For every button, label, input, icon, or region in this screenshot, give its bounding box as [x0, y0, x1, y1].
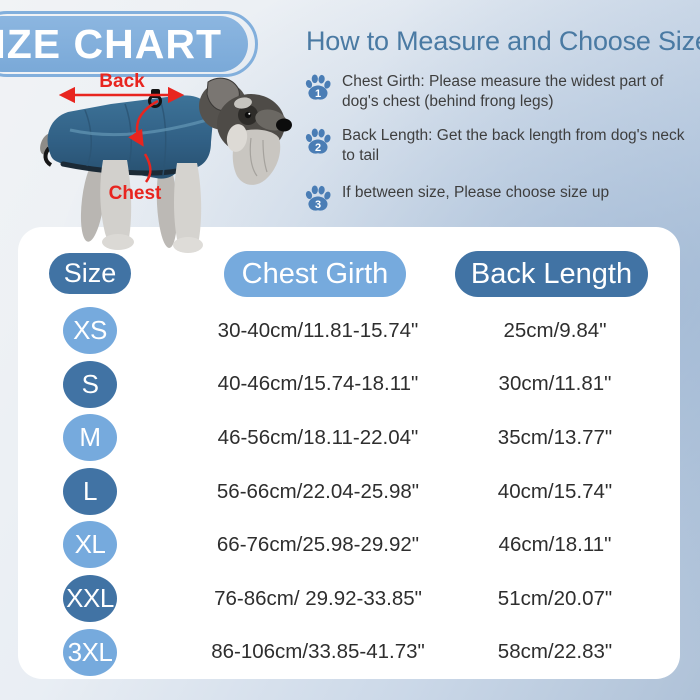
back-length-value: 51cm/20.07"	[497, 586, 613, 610]
dog-nose	[276, 118, 292, 132]
table-row: S 40-46cm/15.74-18.11" 30cm/11.81"	[18, 358, 680, 412]
table-row: 3XL 86-106cm/33.85-41.73" 58cm/22.83"	[18, 626, 680, 680]
dog-far-hind-leg	[80, 158, 106, 242]
dog-far-front-leg	[156, 160, 178, 248]
back-length-value: 58cm/22.83"	[497, 640, 613, 664]
chest-girth-value: 86-106cm/33.85-41.73"	[211, 640, 425, 664]
column-header-chest-girth: Chest Girth	[224, 251, 406, 297]
column-header-back-length: Back Length	[455, 251, 648, 297]
chest-girth-value: 40-46cm/15.74-18.11"	[217, 372, 419, 396]
paw-number-3-label: 3	[315, 199, 321, 211]
back-length-value: 35cm/13.77"	[497, 425, 613, 449]
table-row: XXL 76-86cm/ 29.92-33.85" 51cm/20.07"	[18, 572, 680, 626]
howto-heading: How to Measure and Choose Size	[306, 26, 700, 56]
size-label: XS	[73, 315, 107, 345]
size-label: XL	[74, 529, 106, 560]
column-header-size: Size	[49, 253, 131, 294]
back-length-value: 25cm/9.84"	[503, 318, 607, 342]
dog-hind-leg	[100, 160, 132, 245]
table-row: XS 30-40cm/11.81-15.74" 25cm/9.84"	[18, 304, 680, 358]
dog-front-paw	[173, 237, 203, 253]
howto-item-text: If between size, Please choose size up	[342, 184, 610, 201]
dog-hind-paw	[102, 234, 134, 250]
chest-measure-label: Chest	[109, 183, 162, 204]
paw-number-1-label: 1	[315, 88, 321, 100]
chest-girth-value: 30-40cm/11.81-15.74"	[217, 318, 419, 342]
size-badge: 3XL	[63, 628, 117, 676]
size-badge: XXL	[63, 574, 117, 622]
size-table-body: XS 30-40cm/11.81-15.74" 25cm/9.84" S 40-…	[18, 304, 680, 679]
chest-girth-value: 76-86cm/ 29.92-33.85"	[214, 586, 422, 610]
title-banner-ring	[0, 11, 258, 77]
howto-item-between-sizes: 3 If between size, Please choose size up	[304, 183, 696, 212]
size-label: S	[81, 368, 99, 399]
paw-number-3-icon: 3	[304, 184, 332, 212]
back-length-value: 40cm/15.74"	[497, 479, 613, 503]
table-row: L 56-66cm/22.04-25.98" 40cm/15.74"	[18, 465, 680, 519]
size-badge: XL	[63, 521, 117, 569]
paw-number-2-icon: 2	[304, 127, 332, 155]
dog-eyebrow	[234, 97, 252, 109]
page-title: SIZE CHART	[0, 16, 248, 72]
howto-item-text: Back Length: Get the back length from do…	[342, 127, 685, 165]
dog-front-leg	[174, 163, 202, 246]
table-row: XL 66-76cm/25.98-29.92" 46cm/18.11"	[18, 518, 680, 572]
chest-girth-value: 56-66cm/22.04-25.98"	[216, 479, 420, 503]
size-table-card: Size Chest Girth Back Length XS 30-40cm/…	[18, 227, 680, 679]
chest-girth-value: 66-76cm/25.98-29.92"	[216, 533, 420, 557]
size-label: L	[83, 475, 97, 506]
howto-item-text: Chest Girth: Please measure the widest p…	[342, 73, 664, 111]
chest-measure-arrow	[128, 99, 159, 147]
back-length-value: 46cm/18.11"	[498, 533, 612, 557]
size-badge: L	[63, 467, 117, 515]
size-label: M	[79, 422, 101, 453]
size-badge: M	[63, 414, 117, 462]
jacket-strap	[43, 146, 53, 167]
howto-item-chest-girth: 1 Chest Girth: Please measure the widest…	[304, 72, 696, 112]
size-label: XXL	[66, 582, 114, 613]
paw-number-1-icon: 1	[304, 73, 332, 101]
size-label: 3XL	[67, 636, 113, 667]
paw-number-2-label: 2	[315, 142, 321, 154]
back-length-value: 30cm/11.81"	[498, 372, 612, 396]
chest-girth-value: 46-56cm/18.11-22.04"	[217, 425, 419, 449]
size-badge: S	[63, 360, 117, 408]
dog-illustration: Back Chest	[15, 68, 297, 264]
table-row: M 46-56cm/18.11-22.04" 35cm/13.77"	[18, 411, 680, 465]
howto-item-back-length: 2 Back Length: Get the back length from …	[304, 126, 696, 166]
size-badge: XS	[63, 307, 117, 354]
back-measure-label: Back	[99, 71, 145, 92]
dog-eye	[244, 111, 252, 119]
chest-measure-arc	[143, 153, 152, 183]
